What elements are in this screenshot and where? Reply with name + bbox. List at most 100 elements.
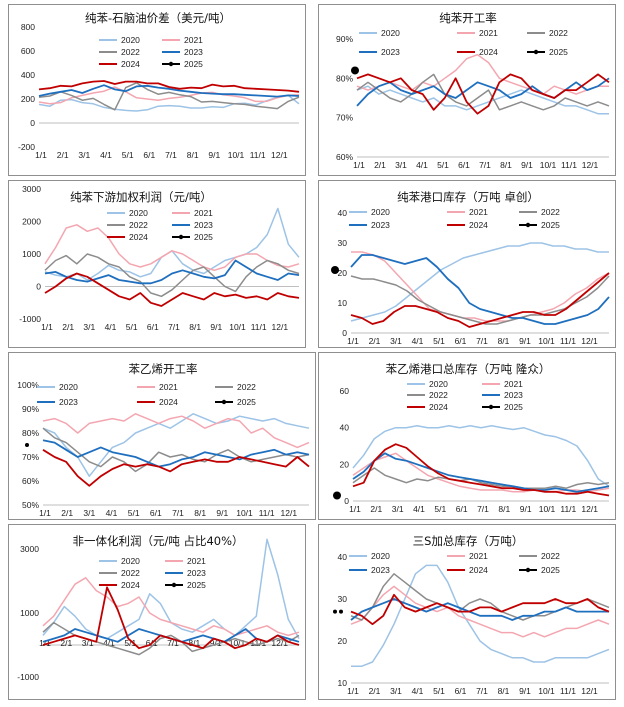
x-tick-label: 3/1 (390, 336, 402, 346)
series-2024-line (350, 593, 610, 626)
x-tick-label: 2/1 (60, 638, 72, 648)
legend-label-2020: 2020 (129, 208, 148, 218)
legend-label-2020: 2020 (59, 382, 78, 392)
x-tick-label: 7/1 (479, 160, 491, 170)
legend-label-2024: 2024 (121, 580, 140, 590)
x-tick-label: 8/1 (498, 686, 510, 696)
x-tick-label: 12/1 (271, 150, 288, 160)
chart-4: 纯苯港口库存（万吨 卓创） 0 10 20 30 40 1/1 2/1 3/1 4/1 5/1 6/1… (331, 190, 610, 346)
x-tick-label: 11/1 (251, 322, 267, 332)
legend-marker-2025 (171, 582, 177, 588)
chart-title: 三S加总库存（万吨） (413, 534, 524, 548)
legend-label-2023: 2023 (381, 47, 400, 57)
chart-title: 非一体化利润（元/吨 占比40%） (72, 534, 243, 548)
legend-marker-2025 (533, 49, 539, 55)
chart-panel-1: 纯苯-石脑油价差（美元/吨） -200 0 200 400 600 800 1/1 2/1 3/1… (8, 4, 306, 176)
chart-title: 纯苯下游加权利润（元/吨） (70, 190, 212, 204)
series-2021-line (38, 86, 300, 105)
y-tick-label: 0 (344, 496, 349, 506)
x-tick-label: 6/1 (456, 504, 468, 514)
x-tick-label: 12/1 (281, 508, 298, 518)
y-tick-label: 40 (338, 552, 348, 562)
x-tick-label: 6/1 (147, 322, 159, 332)
chart-panel-6: 苯乙烯港口总库存（万吨 隆众） 0 20 40 60 1/1 2/1 3/1 4/1 5/1 6/1… (318, 352, 616, 520)
chart-panel-2: 纯苯开工率 60% 70% 80% 90% 1/1 2/1 3/1 4/1 5/1 6/1 7/1 8/… (318, 4, 616, 176)
x-tick-label: 9/1 (210, 322, 222, 332)
y-tick-label: 40 (338, 208, 348, 218)
legend-label-2020: 2020 (371, 551, 390, 561)
y-tick-label: 1000 (22, 249, 41, 259)
chart-6: 苯乙烯港口总库存（万吨 隆众） 0 20 40 60 1/1 2/1 3/1 4/1 5/1 6/1… (333, 362, 610, 514)
y-tick-label: 0 (30, 118, 35, 128)
legend-label-2021: 2021 (504, 379, 523, 389)
x-tick-label: 10/1 (538, 686, 555, 696)
series-2024-line (350, 272, 610, 328)
x-tick-label: 5/1 (126, 322, 138, 332)
legend-label-2023: 2023 (187, 568, 206, 578)
x-tick-label: 4/1 (412, 686, 424, 696)
x-tick-label: 8/1 (498, 504, 510, 514)
x-tick-label: 10/1 (236, 508, 253, 518)
chart-panel-7: 非一体化利润（元/吨 占比40%） -1000 1000 3000 1/1 2/1 3/1 4… (8, 524, 306, 700)
x-tick-label: 4/1 (106, 508, 118, 518)
legend-label-2020: 2020 (371, 207, 390, 217)
x-tick-label: 6/1 (143, 150, 155, 160)
chart-title: 苯乙烯港口总库存（万吨 隆众） (386, 362, 551, 376)
series-2021-line (42, 413, 310, 449)
legend-label-2023: 2023 (194, 220, 213, 230)
legend-label-2025: 2025 (541, 220, 560, 230)
x-tick-label: 12/1 (581, 336, 598, 346)
y-tick-label: 70% (336, 113, 353, 123)
x-tick-label: 10/1 (229, 322, 246, 332)
y-tick-label: 10 (338, 298, 348, 308)
series-2025-point (351, 66, 359, 75)
y-tick-label: 2000 (22, 217, 41, 227)
x-tick-label: 5/1 (122, 150, 134, 160)
legend-label-2020: 2020 (381, 28, 400, 38)
series-2021-line (351, 251, 610, 322)
series-2024-line (352, 443, 610, 497)
chart-1: 纯苯-石脑油价差（美元/吨） -200 0 200 400 600 800 1/1 2/1 3/1… (18, 11, 300, 160)
x-tick-label: 9/1 (520, 504, 532, 514)
legend-label-2021: 2021 (479, 28, 498, 38)
x-tick-label: 11/1 (259, 508, 275, 518)
x-tick-label: 11/1 (561, 160, 577, 170)
y-tick-label: 800 (21, 22, 35, 32)
y-tick-label: 60% (22, 476, 39, 486)
x-tick-label: 7/1 (172, 508, 184, 518)
series-2022-line (42, 427, 310, 473)
series-2021-line (42, 577, 300, 637)
series-2025-point (333, 491, 341, 500)
x-tick-label: 11/1 (560, 504, 576, 514)
x-tick-label: 11/1 (250, 150, 266, 160)
y-tick-label: -1000 (19, 314, 41, 324)
x-tick-label: 3/1 (82, 638, 94, 648)
x-tick-label: 9/1 (519, 336, 531, 346)
x-tick-label: 5/1 (128, 508, 140, 518)
y-tick-label: 90% (22, 404, 39, 414)
x-tick-label: 4/1 (416, 160, 428, 170)
series-2025-point (333, 609, 337, 614)
series-2024-line (42, 449, 310, 487)
legend-label-2021: 2021 (194, 208, 213, 218)
chart-8: 三S加总库存（万吨） 10 20 30 40 1/1 2/1 3/1 4/1 5/1 6/1 7/1 8… (333, 534, 610, 696)
x-tick-label: 5/1 (433, 336, 445, 346)
legend-label-2022: 2022 (541, 551, 560, 561)
x-tick-label: 9/1 (216, 508, 228, 518)
x-tick-label: 10/1 (540, 160, 557, 170)
x-tick-label: 3/1 (390, 686, 402, 696)
series-2020-line (351, 564, 610, 667)
series-2021-line (44, 224, 300, 272)
series-2022-line (38, 82, 300, 111)
legend-label-2024: 2024 (129, 232, 148, 242)
chart-title: 纯苯-石脑油价差（美元/吨） (85, 11, 231, 25)
legend-marker-2025 (221, 399, 227, 405)
x-tick-label: 9/1 (519, 686, 531, 696)
x-tick-label: 3/1 (395, 160, 407, 170)
x-tick-label: 4/1 (413, 504, 425, 514)
x-tick-label: 8/1 (189, 322, 201, 332)
series-2024-line (38, 80, 300, 93)
y-tick-label: 60% (336, 152, 353, 162)
x-tick-label: 8/1 (194, 508, 206, 518)
x-tick-label: 10/1 (539, 504, 556, 514)
